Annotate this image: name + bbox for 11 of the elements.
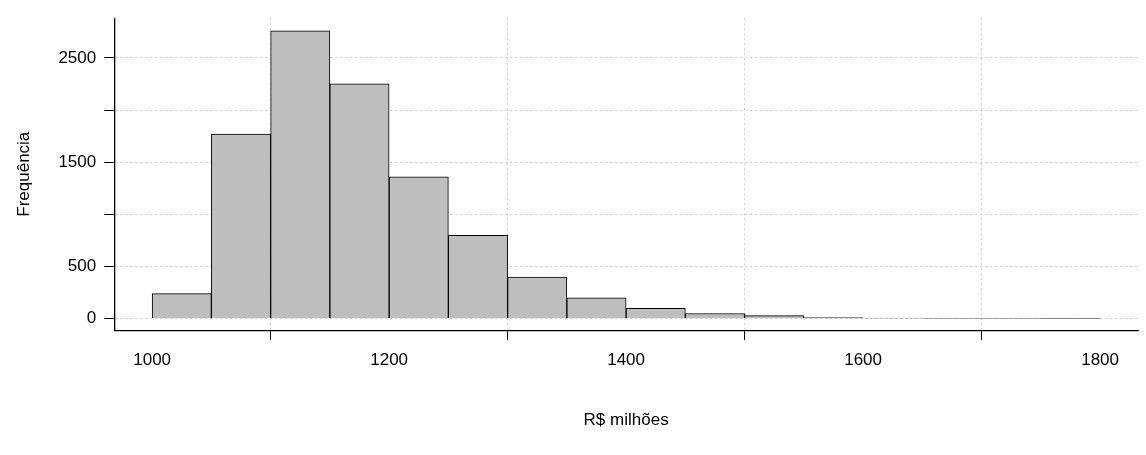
y-axis-title: Frequência <box>13 131 33 217</box>
x-tick-label: 1400 <box>607 350 646 370</box>
y-tick-label: 0 <box>86 308 97 328</box>
x-tick-label: 1200 <box>370 350 409 370</box>
x-tick-label: 1000 <box>133 350 172 370</box>
x-tick-label: 1600 <box>844 350 883 370</box>
y-tick-label: 2500 <box>58 47 97 67</box>
y-tick-label: 500 <box>67 256 97 276</box>
x-axis-title: R$ milhões <box>583 410 669 430</box>
x-tick-label: 1800 <box>1081 350 1119 370</box>
y-tick-label: 1500 <box>58 151 97 171</box>
